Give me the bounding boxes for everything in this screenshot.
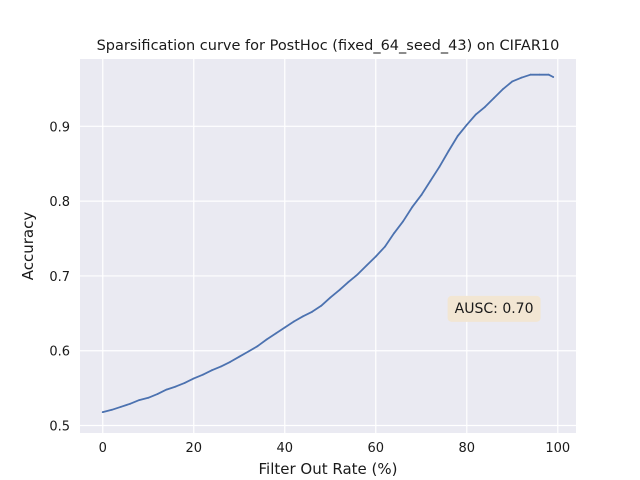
data-point [220,365,223,368]
data-point [538,73,541,76]
data-point [456,135,459,137]
data-point [329,296,332,299]
data-point [247,350,250,353]
data-point [311,310,313,313]
data-point [192,377,195,380]
data-point [374,255,377,258]
data-point [147,396,150,399]
annotation-text: AUSC: 0.70 [455,301,534,317]
data-point [402,220,404,223]
y-tick-label: 0.8 [49,195,70,210]
data-point [484,106,486,108]
data-point [429,180,432,182]
series-points [101,73,555,413]
data-point [165,388,168,391]
data-point [183,382,186,384]
data-point [174,385,177,388]
x-tick-label: 80 [459,441,476,456]
data-point [438,165,441,168]
y-axis-label: Accuracy [19,212,37,281]
data-point [120,405,122,408]
data-point [465,123,468,126]
data-point [447,150,450,152]
data-point [302,315,304,318]
data-point [347,281,350,283]
x-tick-label: 100 [545,441,570,456]
data-point [338,289,341,291]
data-point [283,326,286,329]
grid-lines [80,59,576,433]
chart-title: Sparsification curve for PostHoc (fixed_… [97,38,560,54]
data-point [411,206,414,209]
data-point [356,273,359,276]
data-point [101,411,104,413]
data-point [156,393,159,395]
x-tick-label: 40 [276,441,293,456]
data-point [211,369,213,372]
data-point [511,80,514,83]
data-point [384,245,386,248]
data-point [365,264,368,267]
data-point [111,408,113,411]
y-tick-label: 0.5 [49,420,70,435]
y-tick-label: 0.6 [49,345,70,360]
data-point [520,76,523,79]
data-point [274,332,277,335]
data-point [138,399,141,401]
y-tick-label: 0.7 [49,270,70,285]
x-axis-label: Filter Out Rate (%) [259,460,398,478]
data-point [238,355,241,358]
axis-ticks: 0 20 40 60 80 100 0.5 0.6 0.7 0.8 0.9 [49,120,570,456]
plot-area [80,59,576,433]
data-point [202,373,204,376]
data-point [552,76,555,78]
data-point [256,345,259,348]
data-point [502,88,505,90]
y-tick-label: 0.9 [49,120,70,135]
data-point [420,194,423,197]
data-point [529,73,532,76]
data-point [265,338,268,341]
x-tick-label: 20 [185,441,202,456]
data-point [547,73,550,76]
data-point [293,320,295,323]
data-point [493,97,495,99]
data-point [229,361,232,363]
data-point [129,402,132,405]
x-tick-label: 60 [368,441,385,456]
ausc-annotation: AUSC: 0.70 [447,295,541,322]
data-point [393,232,395,235]
data-point [475,113,477,116]
data-point [320,304,323,307]
x-tick-label: 0 [99,441,107,456]
annotation-box [447,295,541,322]
